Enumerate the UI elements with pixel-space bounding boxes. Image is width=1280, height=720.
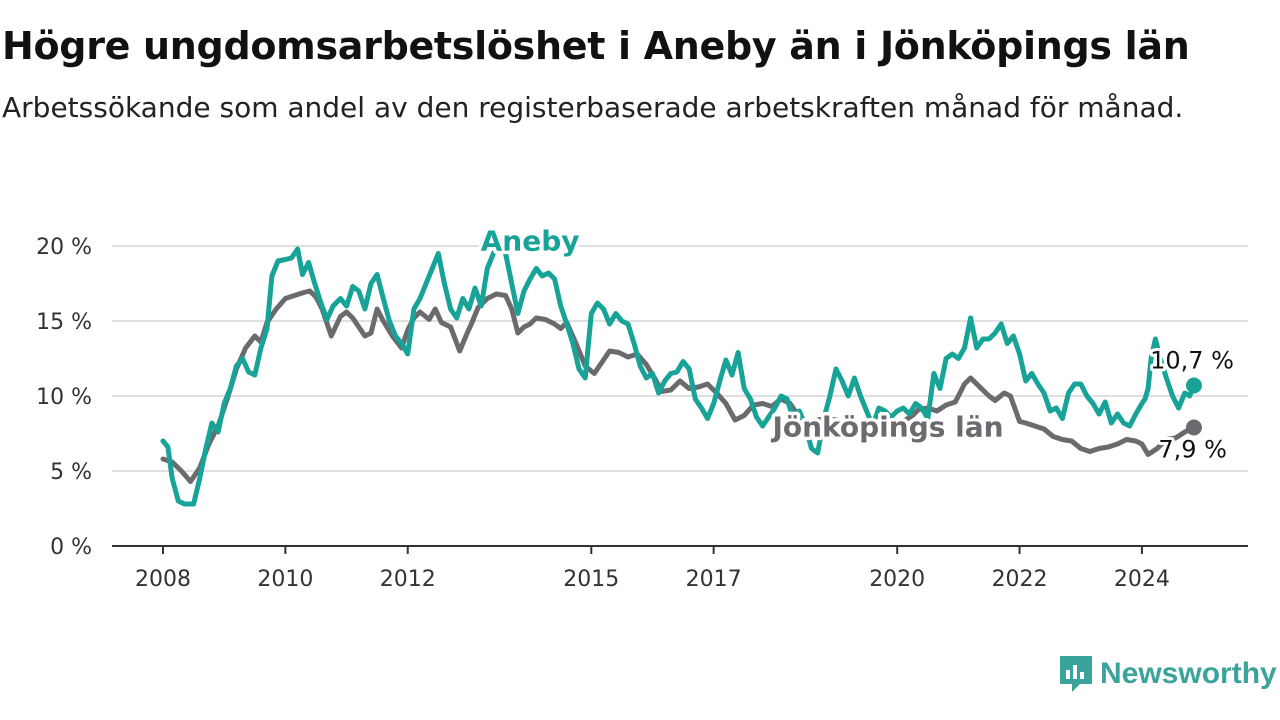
x-axis-ticks: 2008 2010 2012 2015 2017 2020 2022 2024: [112, 545, 1248, 592]
series-end-label-jönköpings-län: 7,9 %: [1158, 436, 1227, 464]
page-title: Högre ungdomsarbetslöshet i Aneby än i J…: [2, 24, 1190, 68]
brand-label: Newsworthy: [1100, 657, 1277, 690]
y-tick-label: 5 %: [50, 460, 92, 485]
series-end-point-aneby: [1185, 377, 1202, 394]
series-end-point-jönköpings-län: [1185, 419, 1202, 436]
x-tick-label: 2017: [686, 567, 742, 592]
newsworthy-logo-icon: [1060, 656, 1092, 692]
y-tick-label: 15 %: [36, 310, 92, 335]
x-tick-label: 2020: [869, 567, 925, 592]
y-tick-label: 20 %: [36, 235, 92, 260]
y-gridlines: [112, 245, 1248, 472]
series-line-aneby: [160, 240, 1197, 507]
series-name-label-aneby: Aneby: [481, 225, 580, 258]
y-axis-ticks: 0 % 5 % 10 % 15 % 20 %: [36, 235, 92, 560]
y-tick-label: 10 %: [36, 385, 92, 410]
x-tick-label: 2012: [380, 567, 436, 592]
x-tick-label: 2015: [563, 567, 619, 592]
x-tick-label: 2024: [1114, 567, 1170, 592]
x-tick-label: 2010: [257, 567, 313, 592]
newsworthy-brand: Newsworthy: [1058, 654, 1277, 694]
series-lines: [160, 240, 1202, 507]
series-labels: 7,9 % 10,7 % Aneby Jönköpings län: [477, 221, 1237, 467]
page-subtitle: Arbetssökande som andel av den registerb…: [2, 91, 1184, 124]
x-tick-label: 2022: [992, 567, 1048, 592]
series-name-label-jönköpings-län: Jönköpings län: [770, 411, 1003, 444]
y-tick-label: 0 %: [50, 535, 92, 560]
series-end-label-aneby: 10,7 %: [1150, 347, 1234, 375]
x-tick-label: 2008: [135, 567, 191, 592]
